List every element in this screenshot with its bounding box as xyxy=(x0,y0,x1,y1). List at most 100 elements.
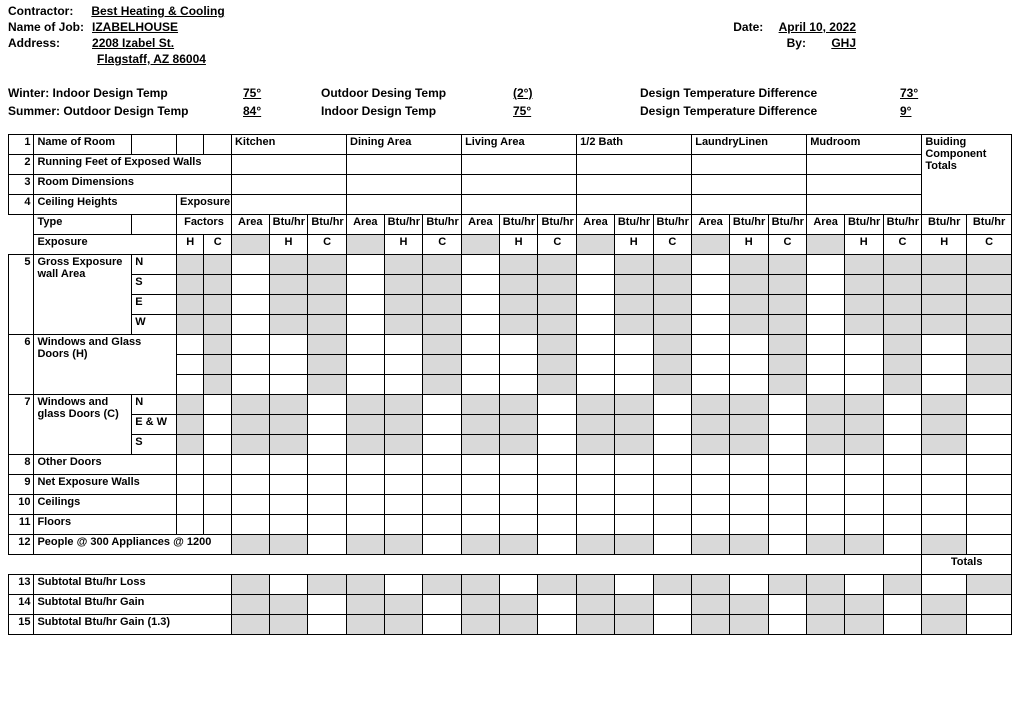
rownum-13: 13 xyxy=(9,575,34,595)
row5-s: S xyxy=(9,275,1012,295)
summer-outdoor-label: Summer: Outdoor Design Temp xyxy=(8,104,243,118)
winter-outdoor-value: (2°) xyxy=(513,86,640,100)
col-btu-3h: Btu/hr xyxy=(499,215,538,235)
room-laundry: LaundryLinen xyxy=(692,135,807,155)
row-totals-bar: Totals xyxy=(9,555,1012,575)
label-subtotal-loss: Subtotal Btu/hr Loss xyxy=(34,575,232,595)
rownum-14: 14 xyxy=(9,595,34,615)
room-halfbath: 1/2 Bath xyxy=(577,135,692,155)
row5-e: E xyxy=(9,295,1012,315)
col-btu-2h: Btu/hr xyxy=(384,215,423,235)
hc-2c: C xyxy=(423,235,462,255)
hc-1c: C xyxy=(308,235,347,255)
row-running-feet: 2 Running Feet of Exposed Walls xyxy=(9,155,1012,175)
summer-indoor-value: 75° xyxy=(513,104,640,118)
form-header: Contractor: Best Heating & Cooling Name … xyxy=(0,0,1024,70)
dir7-s: S xyxy=(132,435,177,455)
col-btu-4h: Btu/hr xyxy=(614,215,653,235)
rownum-7: 7 xyxy=(9,395,34,455)
label-exposure2: Exposure xyxy=(34,235,177,255)
col-area-6: Area xyxy=(807,215,845,235)
rownum-5: 5 xyxy=(9,255,34,335)
winter-diff-label: Design Temperature Difference xyxy=(640,86,900,100)
rownum-10: 10 xyxy=(9,495,34,515)
label-ceilings: Ceilings xyxy=(34,495,177,515)
hc-4h: H xyxy=(614,235,653,255)
winter-indoor-label: Winter: Indoor Design Temp xyxy=(8,86,243,100)
hc-6h: H xyxy=(844,235,883,255)
col-c: C xyxy=(204,235,231,255)
label-people-appliances: People @ 300 Appliances @ 1200 xyxy=(34,535,232,555)
by-value: GHJ xyxy=(831,36,856,50)
load-calc-table: 1 Name of Room Kitchen Dining Area Livin… xyxy=(8,134,1012,635)
hc-3h: H xyxy=(499,235,538,255)
summer-diff-value: 9° xyxy=(900,104,960,118)
col-btu-5c: Btu/hr xyxy=(768,215,807,235)
col-btu-3c: Btu/hr xyxy=(538,215,577,235)
row-exposure-hc: Exposure H C HC HC HC HC HC HC HC xyxy=(9,235,1012,255)
row14: 14 Subtotal Btu/hr Gain xyxy=(9,595,1012,615)
dir-e: E xyxy=(132,295,177,315)
row9: 9 Net Exposure Walls xyxy=(9,475,1012,495)
hc-5h: H xyxy=(729,235,768,255)
row7-n: 7 Windows and glass Doors (C) N xyxy=(9,395,1012,415)
dir7-ew: E & W xyxy=(132,415,177,435)
summer-outdoor-value: 84° xyxy=(243,104,321,118)
row15: 15 Subtotal Btu/hr Gain (1.3) xyxy=(9,615,1012,635)
by-label: By: xyxy=(787,36,806,50)
room-living: Living Area xyxy=(462,135,577,155)
row-name-of-room: 1 Name of Room Kitchen Dining Area Livin… xyxy=(9,135,1012,155)
col-btu-tc: Btu/hr xyxy=(967,215,1012,235)
contractor-label: Contractor: xyxy=(8,4,73,18)
label-totals: Totals xyxy=(922,555,1012,575)
label-windows-c: Windows and glass Doors (C) xyxy=(34,395,132,455)
room-kitchen: Kitchen xyxy=(231,135,346,155)
row7-s: S xyxy=(9,435,1012,455)
design-temps: Winter: Indoor Design Temp 75° Outdoor D… xyxy=(0,86,1024,118)
building-totals-label: Buiding Component Totals xyxy=(922,135,1012,215)
row12: 12 People @ 300 Appliances @ 1200 xyxy=(9,535,1012,555)
rownum-3: 3 xyxy=(9,175,34,195)
rownum-4: 4 xyxy=(9,195,34,215)
rownum-6: 6 xyxy=(9,335,34,395)
hc-th: H xyxy=(922,235,967,255)
hc-4c: C xyxy=(653,235,692,255)
hc-5c: C xyxy=(768,235,807,255)
rownum-9: 9 xyxy=(9,475,34,495)
col-area-4: Area xyxy=(577,215,615,235)
rownum-1: 1 xyxy=(9,135,34,155)
row5-w: W xyxy=(9,315,1012,335)
row8: 8 Other Doors xyxy=(9,455,1012,475)
col-btu-1h: Btu/hr xyxy=(269,215,308,235)
date-label: Date: xyxy=(733,20,763,34)
summer-indoor-label: Indoor Design Temp xyxy=(321,104,513,118)
col-area-5: Area xyxy=(692,215,730,235)
contractor-value: Best Heating & Cooling xyxy=(91,4,224,18)
rownum-8: 8 xyxy=(9,455,34,475)
row-room-dimensions: 3 Room Dimensions xyxy=(9,175,1012,195)
rownum-12: 12 xyxy=(9,535,34,555)
job-label: Name of Job: xyxy=(8,20,84,34)
row11: 11 Floors xyxy=(9,515,1012,535)
room-dining: Dining Area xyxy=(347,135,462,155)
dir-s: S xyxy=(132,275,177,295)
label-other-doors: Other Doors xyxy=(34,455,177,475)
label-windows-h: Windows and Glass Doors (H) xyxy=(34,335,177,395)
col-btu-4c: Btu/hr xyxy=(653,215,692,235)
rownum-2: 2 xyxy=(9,155,34,175)
rownum-15: 15 xyxy=(9,615,34,635)
label-type: Type xyxy=(34,215,132,235)
winter-indoor-value: 75° xyxy=(243,86,321,100)
label-room-dimensions: Room Dimensions xyxy=(34,175,232,195)
room-mudroom: Mudroom xyxy=(807,135,922,155)
col-area-1: Area xyxy=(231,215,269,235)
col-btu-2c: Btu/hr xyxy=(423,215,462,235)
dir-n: N xyxy=(132,255,177,275)
row-type-header: Type Factors AreaBtu/hrBtu/hr AreaBtu/hr… xyxy=(9,215,1012,235)
col-h: H xyxy=(176,235,203,255)
col-factors: Factors xyxy=(176,215,231,235)
row10: 10 Ceilings xyxy=(9,495,1012,515)
date-value: April 10, 2022 xyxy=(779,20,856,34)
row-ceiling-exposure: 4 Ceiling Heights Exposure xyxy=(9,195,1012,215)
address-line2: Flagstaff, AZ 86004 xyxy=(97,52,206,66)
